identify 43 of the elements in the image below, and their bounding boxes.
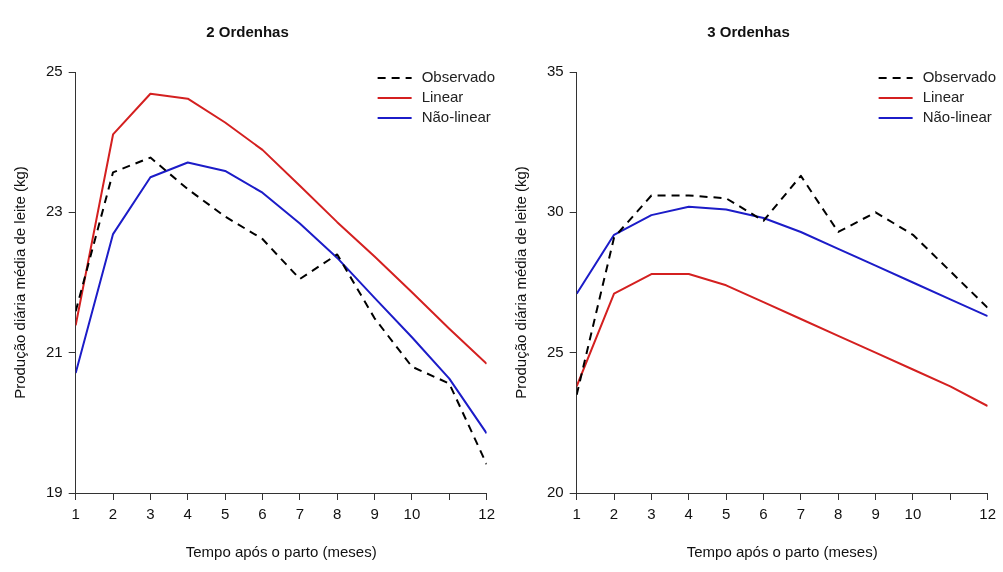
x-tick-label: 8 <box>834 505 843 523</box>
y-tick-label: 25 <box>46 62 63 80</box>
y-tick-label: 25 <box>547 342 564 360</box>
x-tick-label: 6 <box>258 505 267 523</box>
x-tick-label: 5 <box>220 505 230 523</box>
legend-label: Não-linear <box>922 108 992 126</box>
x-tick-label: 1 <box>71 505 80 523</box>
legend-label: Observado <box>421 68 495 86</box>
chart-title: 2 Ordenhas <box>206 23 289 41</box>
x-axis-title: Tempo após o parto (meses) <box>185 543 377 561</box>
x-axis-title: Tempo após o parto (meses) <box>686 543 878 561</box>
x-tick-label: 8 <box>333 505 342 523</box>
y-tick-label: 20 <box>547 483 564 501</box>
x-tick-label: 1 <box>572 505 581 523</box>
x-tick-label: 12 <box>979 505 996 523</box>
x-tick-label: 3 <box>146 505 155 523</box>
chart-title: 3 Ordenhas <box>707 23 790 41</box>
x-tick-label: 9 <box>370 505 379 523</box>
y-tick-label: 23 <box>46 202 63 220</box>
x-tick-label: 5 <box>721 505 731 523</box>
line-series <box>576 174 988 396</box>
y-axis-title: Produção diária média de leite (kg) <box>11 166 29 399</box>
x-tick-label: 10 <box>403 505 421 523</box>
legend-label: Observado <box>922 68 996 86</box>
x-tick-label: 3 <box>647 505 656 523</box>
legend-label: Linear <box>421 88 464 106</box>
y-tick-label: 21 <box>46 342 63 360</box>
x-tick-label: 7 <box>295 505 305 523</box>
y-axis-title: Produção diária média de leite (kg) <box>512 166 530 399</box>
x-tick-label: 10 <box>904 505 922 523</box>
legend-label: Linear <box>922 88 965 106</box>
x-tick-label: 2 <box>609 505 619 523</box>
x-tick-label: 4 <box>183 505 192 523</box>
legend-label: Não-linear <box>421 108 491 126</box>
x-tick-label: 4 <box>684 505 693 523</box>
x-tick-label: 2 <box>108 505 118 523</box>
y-tick-label: 30 <box>547 202 564 220</box>
x-tick-label: 12 <box>478 505 495 523</box>
y-tick-label: 19 <box>46 483 63 501</box>
y-tick-label: 35 <box>547 62 564 80</box>
x-tick-label: 6 <box>759 505 768 523</box>
x-tick-label: 9 <box>871 505 880 523</box>
x-tick-label: 7 <box>796 505 806 523</box>
